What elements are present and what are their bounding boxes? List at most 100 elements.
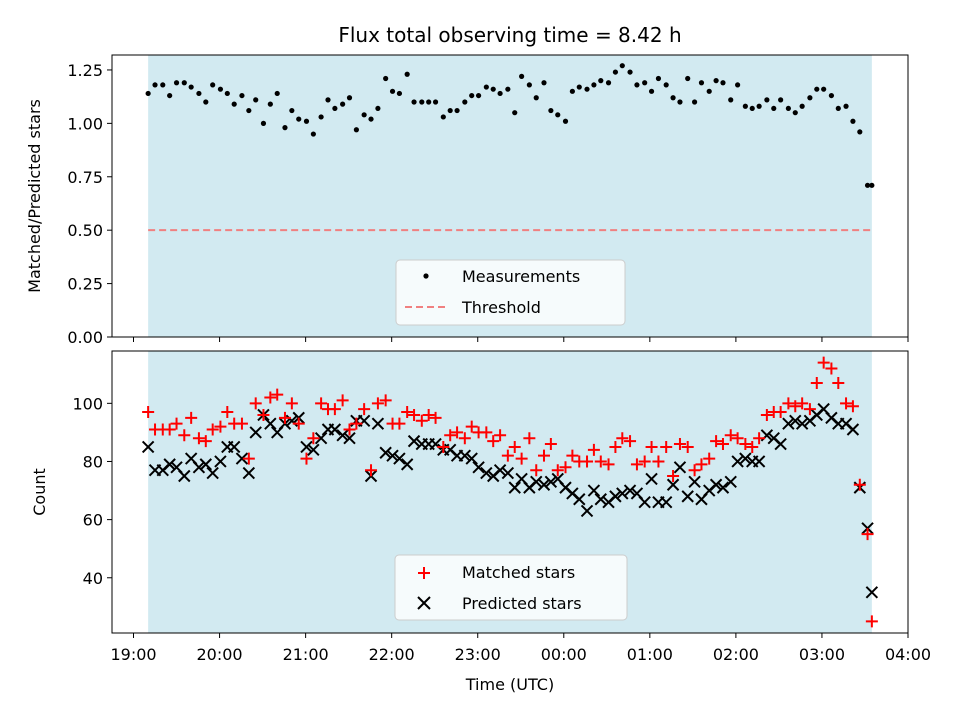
measurement-point [332, 105, 338, 112]
measurement-point [764, 97, 770, 103]
bottom-x-tick-label: 03:00 [799, 645, 845, 664]
measurement-point [663, 82, 669, 88]
matched-star-marker [530, 464, 543, 477]
measurement-point [188, 84, 194, 90]
bottom-x-axis-ticks: 19:00 20:00 21:00 22:00 23:00 00:00 01:00 02:00… [110, 633, 931, 664]
measurement-point [605, 80, 612, 86]
predicted-star-marker [865, 586, 879, 599]
measurement-point [253, 97, 259, 103]
predicted-star-marker [795, 417, 809, 430]
matched-star-marker [315, 397, 328, 410]
measurement-point [814, 86, 820, 92]
measurement-point [785, 105, 791, 112]
measurement-point [296, 116, 302, 122]
measurement-point [735, 82, 741, 88]
predicted-star-marker [206, 466, 219, 480]
predicted-star-marker [688, 475, 701, 489]
matched-star-marker [630, 458, 643, 471]
matched-star-marker [681, 440, 694, 453]
measurement-point [411, 99, 417, 105]
top-y-axis-ticks: 0.00 0.25 0.50 0.75 1.00 1.25 [67, 61, 112, 347]
predicted-star-marker [638, 495, 651, 509]
measurement-point [145, 90, 151, 97]
matched-star-marker [249, 397, 262, 410]
predicted-star-marker [659, 495, 673, 509]
measurement-point [619, 63, 625, 69]
measurement-point [383, 75, 389, 82]
predicted-star-marker [336, 429, 349, 442]
measurement-point [512, 110, 518, 116]
measurement-point [869, 182, 875, 188]
predicted-star-marker [386, 449, 399, 462]
matched-star-marker [716, 438, 729, 451]
measurement-point [706, 88, 712, 94]
predicted-star-marker [371, 417, 385, 430]
matched-star-marker [652, 455, 665, 468]
matched-star-marker [292, 417, 305, 430]
bottom-x-tick-label: 19:00 [110, 645, 156, 664]
measurement-point [167, 92, 173, 99]
measurement-point [591, 82, 597, 88]
top-y-axis-label: Matched/Predicted stars [25, 99, 44, 293]
matched-star-marker [458, 432, 471, 445]
measurement-point [555, 112, 561, 118]
matched-star-marker [214, 420, 227, 433]
predicted-star-marker [789, 414, 802, 427]
legend-matched-marker [418, 567, 430, 579]
predicted-star-marker [163, 458, 176, 471]
measurement-point [404, 71, 410, 77]
bottom-y-axis-label: Count [30, 468, 49, 516]
measurement-point [685, 75, 691, 82]
predicted-star-marker [400, 458, 414, 471]
matched-star-marker [415, 414, 428, 427]
matched-star-marker [206, 423, 219, 436]
measurement-point [505, 86, 511, 92]
matched-star-marker [451, 426, 464, 439]
matched-star-marker [853, 478, 866, 491]
top-legend: Measurements Threshold [395, 259, 626, 326]
matched-star-marker [803, 403, 816, 416]
matched-star-marker [221, 406, 234, 419]
measurement-point [469, 92, 475, 99]
top-y-tick-label: 0.00 [67, 328, 103, 347]
matched-star-marker [688, 464, 701, 477]
matched-star-marker [760, 408, 773, 421]
predicted-star-marker [307, 443, 320, 457]
predicted-star-marker [681, 490, 694, 503]
top-plot-frame [111, 54, 909, 338]
measurement-point [224, 90, 230, 97]
measurement-point [318, 114, 324, 120]
predicted-star-marker [393, 452, 406, 465]
measurement-point [181, 80, 187, 86]
matched-star-marker [408, 408, 421, 421]
predicted-star-marker [227, 440, 241, 454]
predicted-star-marker [782, 417, 795, 430]
matched-star-marker [846, 400, 859, 413]
measurement-point [720, 80, 726, 86]
measurement-point [368, 116, 374, 122]
matched-star-marker [566, 449, 579, 462]
matched-star-marker [264, 391, 277, 404]
legend-measurements-label: Measurements [462, 267, 580, 286]
predicted-star-marker [480, 466, 493, 480]
predicted-star-marker [465, 452, 478, 465]
measurement-point [655, 75, 662, 82]
legend-predicted-marker [417, 596, 431, 610]
x-axis-label: Time (UTC) [465, 675, 554, 694]
bottom-y-axis-ticks: 40 60 80 100 [72, 394, 112, 588]
measurement-point [771, 105, 777, 112]
measurement-point [850, 118, 856, 124]
matched-star-marker [307, 432, 320, 445]
matched-star-marker [271, 388, 284, 401]
predicted-star-marker [501, 466, 515, 480]
predicted-star-marker [587, 484, 601, 497]
predicted-star-marker [343, 432, 356, 445]
measurement-point [231, 101, 237, 107]
matched-star-marker [796, 397, 809, 410]
bottom-legend-box [394, 554, 628, 621]
matched-star-marker [832, 376, 845, 389]
legend-threshold-label: Threshold [461, 298, 541, 317]
matched-star-marker [379, 394, 392, 407]
bottom-x-tick-label: 04:00 [885, 645, 931, 664]
matched-star-marker [544, 438, 557, 451]
